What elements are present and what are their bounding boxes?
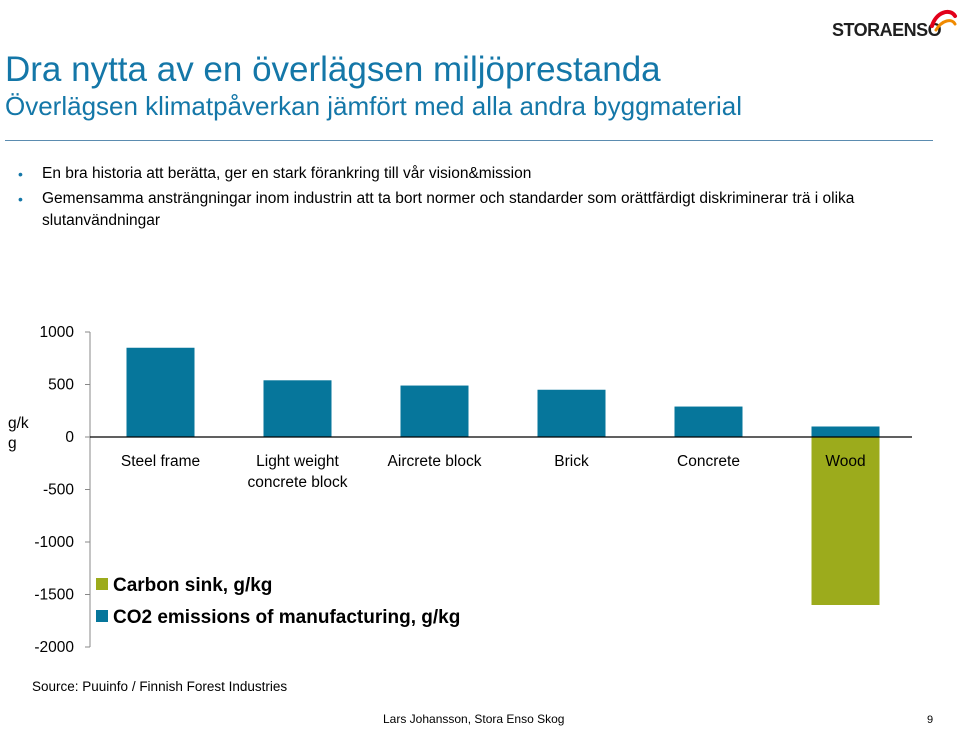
x-category-label: concrete block bbox=[248, 474, 348, 491]
y-tick-label: -500 bbox=[43, 482, 74, 499]
source-note: Source: Puuinfo / Finnish Forest Industr… bbox=[32, 679, 288, 694]
page-subtitle: Överlägsen klimatpåverkan jämfört med al… bbox=[5, 91, 743, 121]
y-axis-label: g bbox=[8, 435, 17, 452]
x-category-label: Concrete bbox=[677, 453, 740, 470]
page-number: 9 bbox=[927, 714, 934, 726]
bar-co2-emissions bbox=[537, 389, 606, 437]
x-category-label: Light weight bbox=[256, 453, 339, 470]
legend-label: Carbon sink, g/kg bbox=[113, 575, 272, 596]
title-divider bbox=[5, 140, 933, 141]
logo-swirl-icon bbox=[930, 9, 957, 32]
bullet-item: • Gemensamma ansträngningar inom industr… bbox=[18, 188, 938, 232]
x-category-label: Steel frame bbox=[121, 453, 200, 470]
bullet-list: • En bra historia att berätta, ger en st… bbox=[18, 163, 938, 235]
y-tick-label: -1000 bbox=[34, 534, 74, 551]
y-axis-label: g/k bbox=[8, 415, 29, 432]
bullet-dot-icon: • bbox=[18, 191, 23, 207]
y-tick-label: 500 bbox=[48, 377, 74, 394]
bar-co2-emissions bbox=[811, 426, 880, 437]
x-category-label: Wood bbox=[825, 453, 865, 470]
bullet-dot-icon: • bbox=[18, 166, 23, 182]
bar-co2-emissions bbox=[126, 347, 195, 437]
legend-swatch bbox=[96, 578, 108, 590]
legend-swatch bbox=[96, 610, 108, 622]
bar-carbon-sink bbox=[811, 437, 880, 605]
bullet-item: • En bra historia att berätta, ger en st… bbox=[18, 163, 938, 185]
bullet-text: En bra historia att berätta, ger en star… bbox=[42, 165, 532, 182]
y-tick-label: -1500 bbox=[34, 587, 74, 604]
bar-co2-emissions bbox=[400, 385, 469, 437]
y-tick-label: 1000 bbox=[40, 324, 75, 341]
page-title: Dra nytta av en överlägsen miljöprestand… bbox=[5, 50, 661, 89]
bar-co2-emissions bbox=[263, 380, 332, 437]
bar-co2-emissions bbox=[674, 406, 743, 437]
logo-wordmark: STORAENSO bbox=[832, 20, 942, 40]
y-tick-label: -2000 bbox=[34, 639, 74, 656]
x-category-label: Aircrete block bbox=[388, 453, 482, 470]
x-category-label: Brick bbox=[554, 453, 589, 470]
legend-label: CO2 emissions of manufacturing, g/kg bbox=[113, 607, 460, 628]
storaenso-logo: STORAENSO bbox=[832, 9, 957, 42]
y-tick-label: 0 bbox=[65, 429, 74, 446]
footer-author: Lars Johansson, Stora Enso Skog bbox=[383, 712, 565, 726]
bullet-text: Gemensamma ansträngningar inom industrin… bbox=[42, 190, 855, 229]
